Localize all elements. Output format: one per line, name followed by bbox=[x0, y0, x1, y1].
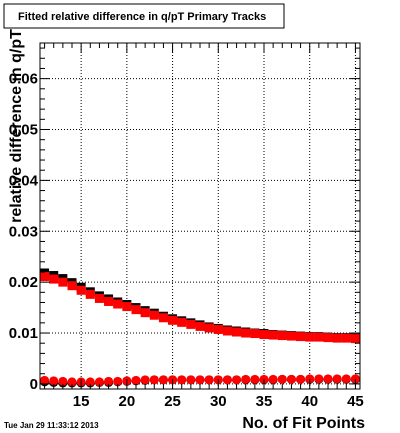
x-axis-label: No. of Fit Points bbox=[242, 415, 365, 432]
data-point bbox=[67, 377, 77, 387]
y-tick-label: 0.01 bbox=[9, 325, 38, 342]
tick-labels: 15 20 25 30 35 40 45 0 0.01 0.02 0.03 0.04 0.05 0.06 bbox=[9, 71, 364, 410]
data-point bbox=[277, 374, 287, 384]
data-point bbox=[305, 332, 315, 342]
data-point bbox=[350, 374, 360, 384]
y-tick-label: 0.05 bbox=[9, 122, 38, 139]
data-point bbox=[113, 376, 123, 386]
data-point bbox=[149, 375, 159, 385]
data-point bbox=[323, 333, 333, 343]
data-point bbox=[113, 299, 123, 309]
data-point bbox=[140, 375, 150, 385]
data-point bbox=[332, 333, 342, 343]
series-0 bbox=[40, 268, 360, 343]
data-point bbox=[94, 293, 104, 303]
y-axis-label: relative difference in q/pT bbox=[8, 29, 25, 223]
data-point bbox=[158, 375, 168, 385]
data-point bbox=[259, 330, 269, 340]
data-point bbox=[250, 329, 260, 339]
data-point bbox=[350, 334, 360, 344]
data-point bbox=[104, 296, 114, 306]
data-point bbox=[232, 375, 242, 385]
chart-title: Fitted relative difference in q/pT Prima… bbox=[18, 11, 266, 23]
data-point bbox=[241, 374, 251, 384]
data-point bbox=[40, 375, 50, 385]
data-point bbox=[94, 377, 104, 387]
data-point bbox=[277, 331, 287, 341]
x-tick-label: 40 bbox=[301, 393, 318, 410]
data-point bbox=[341, 374, 351, 384]
y-tick-label: 0.06 bbox=[9, 71, 38, 88]
series-1 bbox=[40, 272, 360, 344]
x-tick-label: 25 bbox=[164, 393, 181, 410]
y-tick-label: 0.02 bbox=[9, 274, 38, 291]
data-point bbox=[40, 272, 50, 282]
data-point bbox=[314, 332, 324, 342]
data-point bbox=[76, 285, 86, 295]
axis-ticks bbox=[40, 43, 360, 389]
data-point bbox=[58, 277, 68, 287]
data-point bbox=[67, 281, 77, 291]
x-tick-label: 30 bbox=[210, 393, 227, 410]
data-point bbox=[49, 274, 59, 284]
data-point bbox=[296, 374, 306, 384]
data-point bbox=[131, 305, 141, 315]
data-point bbox=[332, 374, 342, 384]
x-tick-label: 15 bbox=[73, 393, 90, 410]
data-point bbox=[58, 376, 68, 386]
y-tick-label: 0.03 bbox=[9, 223, 38, 240]
data-point bbox=[104, 376, 114, 386]
data-point bbox=[149, 310, 159, 320]
x-tick-label: 45 bbox=[347, 393, 364, 410]
data-point bbox=[177, 317, 187, 327]
data-point bbox=[85, 289, 95, 299]
data-point bbox=[195, 321, 205, 331]
data-point bbox=[85, 377, 95, 387]
data-point bbox=[241, 328, 251, 338]
y-tick-label: 0.04 bbox=[9, 172, 39, 189]
data-point bbox=[323, 374, 333, 384]
data-point bbox=[341, 333, 351, 343]
timestamp: Tue Jan 29 11:33:12 2013 bbox=[4, 421, 99, 430]
x-tick-label: 20 bbox=[119, 393, 136, 410]
data-point bbox=[158, 313, 168, 323]
data-point bbox=[168, 315, 178, 325]
data-point bbox=[222, 375, 232, 385]
data-point bbox=[286, 374, 296, 384]
series-3 bbox=[40, 374, 360, 387]
data-point bbox=[268, 330, 278, 340]
x-tick-label: 35 bbox=[256, 393, 273, 410]
data-point bbox=[186, 375, 196, 385]
data-point bbox=[131, 375, 141, 385]
data-point bbox=[268, 374, 278, 384]
title-box bbox=[3, 3, 285, 29]
data-point bbox=[140, 308, 150, 318]
y-tick-label: 0 bbox=[30, 376, 38, 393]
data-point bbox=[213, 324, 223, 334]
data-point bbox=[195, 375, 205, 385]
data-point bbox=[286, 331, 296, 341]
data-point bbox=[305, 374, 315, 384]
data-point bbox=[204, 323, 214, 333]
data-point bbox=[49, 376, 59, 386]
data-point bbox=[250, 374, 260, 384]
data-point bbox=[177, 375, 187, 385]
data-point bbox=[222, 326, 232, 336]
data-point bbox=[232, 327, 242, 337]
data-points bbox=[40, 268, 360, 388]
data-point bbox=[314, 374, 324, 384]
data-point bbox=[186, 319, 196, 329]
data-point bbox=[122, 302, 132, 312]
data-point bbox=[204, 375, 214, 385]
data-point bbox=[296, 332, 306, 342]
